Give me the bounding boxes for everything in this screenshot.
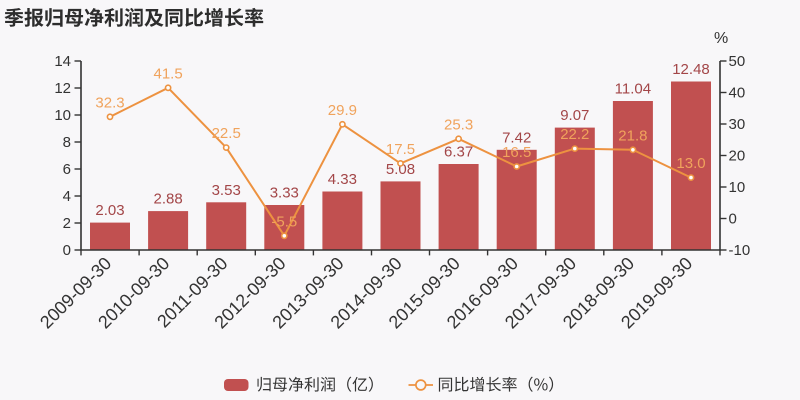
svg-text:22.5: 22.5 xyxy=(212,125,241,142)
svg-text:%: % xyxy=(714,30,728,47)
svg-text:5.08: 5.08 xyxy=(386,161,415,178)
svg-text:9.07: 9.07 xyxy=(560,107,589,124)
svg-text:2.03: 2.03 xyxy=(95,202,124,219)
svg-text:6: 6 xyxy=(63,161,71,178)
svg-text:17.5: 17.5 xyxy=(386,141,415,158)
svg-text:10: 10 xyxy=(729,179,746,196)
svg-text:13.0: 13.0 xyxy=(676,155,705,172)
svg-text:14: 14 xyxy=(54,53,71,70)
svg-text:3.33: 3.33 xyxy=(270,185,299,202)
svg-text:12.48: 12.48 xyxy=(672,61,710,78)
svg-text:30: 30 xyxy=(729,116,746,133)
svg-text:-5.5: -5.5 xyxy=(271,213,297,230)
svg-text:21.8: 21.8 xyxy=(618,127,647,144)
svg-text:6.37: 6.37 xyxy=(444,144,473,161)
svg-text:20: 20 xyxy=(729,148,746,165)
svg-text:41.5: 41.5 xyxy=(153,65,182,82)
svg-text:0: 0 xyxy=(63,242,71,259)
svg-text:40: 40 xyxy=(729,85,746,102)
svg-text:10: 10 xyxy=(54,107,71,124)
svg-text:4.33: 4.33 xyxy=(328,171,357,188)
svg-text:29.9: 29.9 xyxy=(328,102,357,119)
svg-text:-10: -10 xyxy=(729,242,751,259)
svg-text:16.5: 16.5 xyxy=(502,144,531,161)
svg-text:25.3: 25.3 xyxy=(444,116,473,133)
svg-text:0: 0 xyxy=(729,211,737,228)
svg-text:2.88: 2.88 xyxy=(153,191,182,208)
svg-text:3.53: 3.53 xyxy=(212,182,241,199)
svg-text:8: 8 xyxy=(63,134,71,151)
svg-text:11.04: 11.04 xyxy=(615,81,651,98)
svg-text:7.42: 7.42 xyxy=(502,129,531,146)
svg-text:32.3: 32.3 xyxy=(95,94,124,111)
svg-text:50: 50 xyxy=(729,53,746,70)
svg-text:4: 4 xyxy=(63,188,71,205)
svg-text:22.2: 22.2 xyxy=(560,126,589,143)
svg-text:12: 12 xyxy=(54,80,71,97)
svg-text:2: 2 xyxy=(63,215,71,232)
